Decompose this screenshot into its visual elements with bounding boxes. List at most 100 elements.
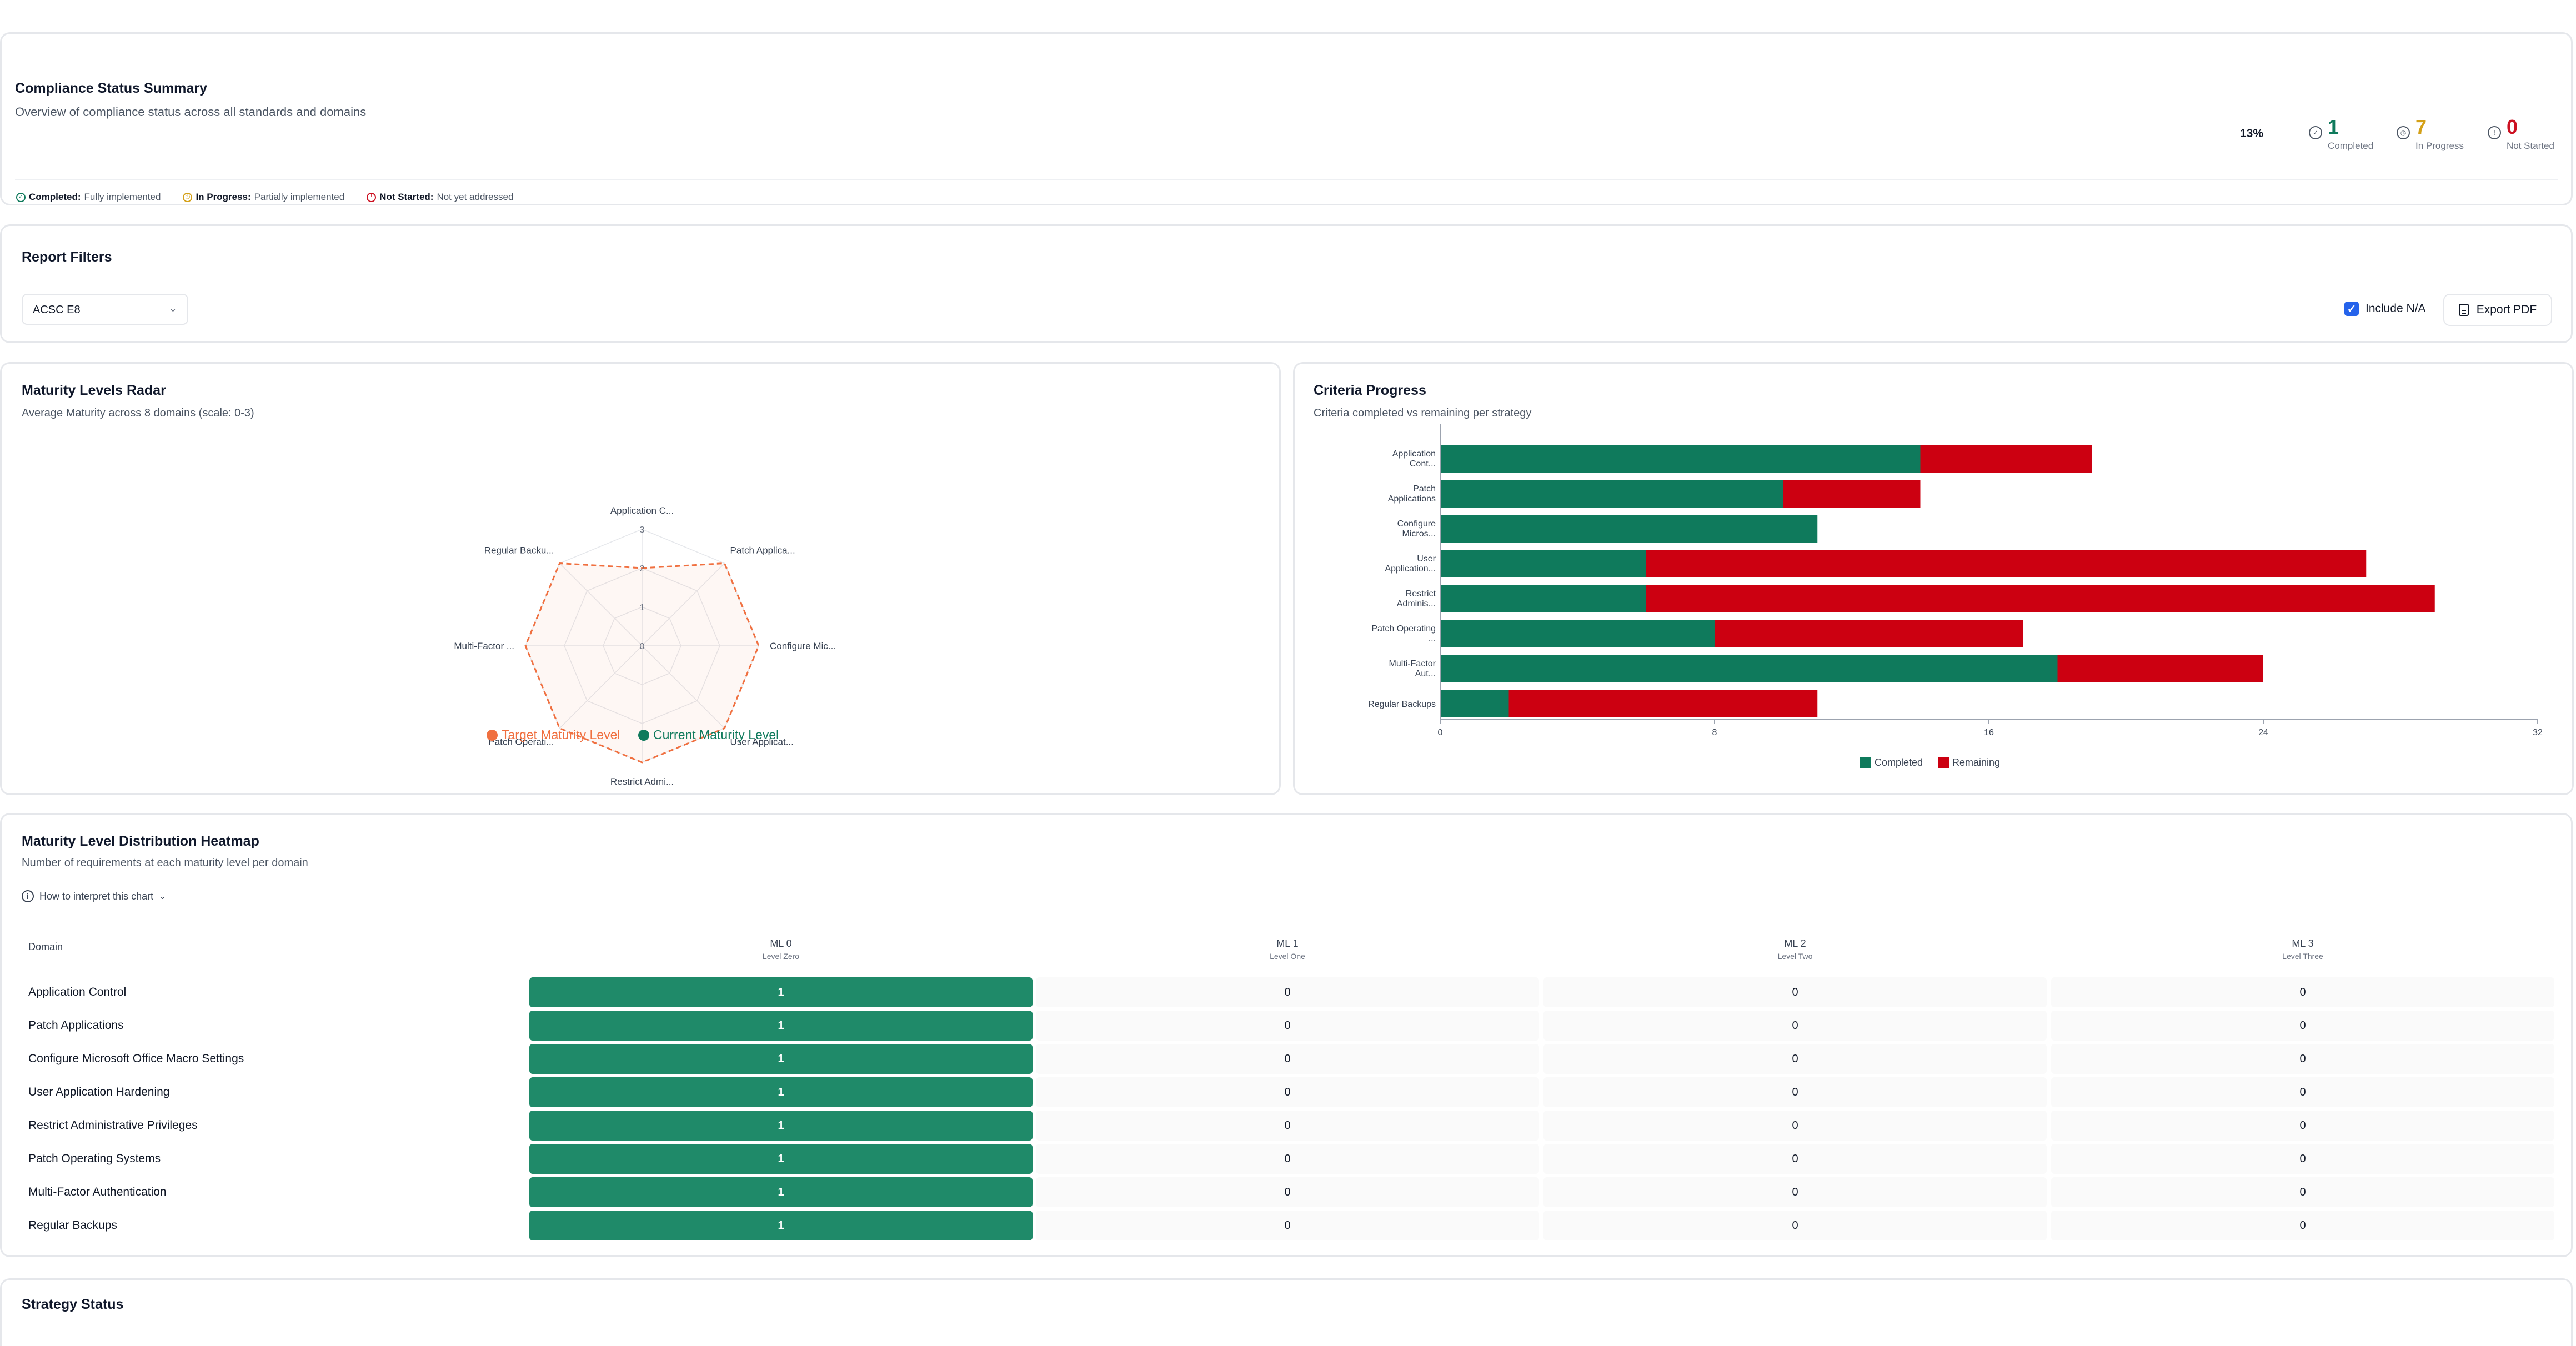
bar-completed[interactable] <box>1440 690 1509 717</box>
bar-remaining[interactable] <box>2057 655 2264 682</box>
stat-not-started: ! 0 Not Started <box>2488 115 2554 152</box>
heatmap-cell: 0 <box>2051 1077 2554 1107</box>
interpret-toggle[interactable]: i How to interpret this chart ⌄ <box>22 890 167 902</box>
bar-category-label: User <box>1417 554 1436 564</box>
summary-divider <box>15 179 2558 180</box>
legend-completed-label: Completed: <box>29 192 81 202</box>
heatmap-domain-name: Regular Backups <box>28 1219 117 1232</box>
bar-remaining[interactable] <box>1646 550 2367 577</box>
bar-category-label: Application... <box>1385 564 1436 574</box>
bar-completed[interactable] <box>1440 480 1783 508</box>
radar-tick-label: 1 <box>640 603 645 612</box>
heatmap-cell: 1 <box>529 1211 1033 1240</box>
radar-axis-label: Patch Applica... <box>730 545 795 555</box>
heatmap-cell: 0 <box>1036 1144 1539 1174</box>
radar-subtitle: Average Maturity across 8 domains (scale… <box>22 407 254 419</box>
bar-remaining[interactable] <box>1646 585 2435 612</box>
heatmap-cell: 1 <box>529 977 1033 1007</box>
clock-icon: ◷ <box>183 192 193 202</box>
bar-remaining[interactable] <box>1715 620 2023 647</box>
bar-remaining[interactable] <box>1783 480 1921 508</box>
heatmap-cell: 0 <box>1543 977 2047 1007</box>
heatmap-card: Maturity Level Distribution Heatmap Numb… <box>0 813 2573 1257</box>
legend-in-progress-label: In Progress: <box>196 192 251 202</box>
stat-completed-value: 1 <box>2328 115 2339 138</box>
check-circle-icon: ✓ <box>2309 126 2322 139</box>
heatmap-column-title: ML 1 <box>1276 938 1299 949</box>
heatmap-cell: 0 <box>1543 1211 2047 1240</box>
legend-target-label: Target Maturity Level <box>502 727 620 742</box>
stat-not-started-label: Not Started <box>2507 140 2554 151</box>
standard-select[interactable]: ACSC E8 ⌄ <box>22 294 188 325</box>
heatmap-column-subtitle: Level Two <box>1777 952 1813 961</box>
heatmap-cell: 0 <box>2051 1177 2554 1207</box>
stat-completed-label: Completed <box>2328 140 2374 151</box>
table-row: Configure Microsoft Office Macro Setting… <box>2 1042 2574 1076</box>
heatmap-column-title: ML 2 <box>1784 938 1806 949</box>
stat-in-progress: ◷ 7 In Progress <box>2397 115 2464 152</box>
heatmap-cell: 0 <box>1036 1111 1539 1141</box>
radar-spoke <box>642 645 725 729</box>
alert-circle-icon: ! <box>2488 126 2501 139</box>
heatmap-cell: 0 <box>2051 1044 2554 1074</box>
heatmap-cell: 1 <box>529 1144 1033 1174</box>
heatmap-domain-name: Patch Applications <box>28 1019 124 1032</box>
heatmap-cell: 0 <box>1036 977 1539 1007</box>
heatmap-cell: 1 <box>529 1077 1033 1107</box>
export-pdf-label: Export PDF <box>2476 303 2537 316</box>
table-row: Restrict Administrative Privileges 1 0 0 0 <box>2 1109 2574 1142</box>
stat-in-progress-value: 7 <box>2415 115 2427 138</box>
radar-chart: 0 1 2 3 Application C... Patch Applica... Conf… <box>454 505 836 786</box>
heatmap-domain-name: Application Control <box>28 986 127 998</box>
table-row: Patch Applications 1 0 0 0 <box>2 1009 2574 1042</box>
heatmap-cell: 1 <box>529 1044 1033 1074</box>
heatmap-cell: 0 <box>2051 1011 2554 1041</box>
heatmap-domain-name: Multi-Factor Authentication <box>28 1186 167 1198</box>
alert-circle-icon: ! <box>367 192 377 202</box>
export-pdf-button[interactable]: Export PDF <box>2443 294 2552 326</box>
heatmap-column-header: ML 1 Level One <box>1176 938 1399 961</box>
maturity-radar-card: Maturity Levels Radar Average Maturity a… <box>0 362 1281 795</box>
bar-completed[interactable] <box>1440 655 2058 682</box>
bar-category-label: Patch Operating <box>1371 624 1436 634</box>
heatmap-cell: 0 <box>1543 1044 2047 1074</box>
bar-category-label: Regular Backups <box>1368 700 1436 709</box>
heatmap-column-title: ML 3 <box>2292 938 2314 949</box>
radar-tick-label: 0 <box>640 642 645 651</box>
bar-remaining[interactable] <box>1920 445 2092 473</box>
bar-category-label: Micros... <box>1402 529 1436 539</box>
heatmap-cell: 1 <box>529 1011 1033 1041</box>
x-tick-label: 24 <box>2258 728 2268 737</box>
bar-completed[interactable] <box>1440 515 1818 543</box>
bar-completed[interactable] <box>1440 585 1646 612</box>
radar-axis-label: Restrict Admi... <box>610 776 674 786</box>
include-na-checkbox[interactable]: ✓ <box>2344 302 2359 316</box>
bar-category-label: Application <box>1392 449 1436 459</box>
include-na-toggle[interactable]: ✓ Include N/A <box>2344 302 2426 316</box>
bar-completed[interactable] <box>1440 445 1921 473</box>
heatmap-cell: 0 <box>1036 1177 1539 1207</box>
heatmap-column-header: ML 0 Level Zero <box>670 938 892 961</box>
radar-spoke <box>642 562 725 646</box>
bar-remaining[interactable] <box>1508 690 1818 717</box>
info-icon: i <box>22 890 34 902</box>
summary-subtitle: Overview of compliance status across all… <box>15 105 367 119</box>
bar-completed[interactable] <box>1440 620 1715 647</box>
stat-in-progress-label: In Progress <box>2415 140 2464 151</box>
legend-not-started-desc: Not yet addressed <box>437 192 514 202</box>
bar-completed[interactable] <box>1440 550 1646 577</box>
stat-not-started-value: 0 <box>2507 115 2518 138</box>
heatmap-cell: 0 <box>2051 1111 2554 1141</box>
heatmap-column-subtitle: Level Zero <box>762 952 800 961</box>
radar-tick-label: 2 <box>640 564 645 574</box>
radar-axis-label: Configure Mic... <box>770 641 836 651</box>
chevron-down-icon: ⌄ <box>168 303 177 314</box>
heatmap-subtitle: Number of requirements at each maturity … <box>22 857 308 869</box>
radar-spoke <box>559 562 643 646</box>
heatmap-column-header: ML 3 Level Three <box>2192 938 2414 961</box>
bar-category-label: Restrict <box>1406 589 1436 599</box>
completion-percent: 13% <box>2240 127 2264 140</box>
interpret-label: How to interpret this chart <box>39 890 154 902</box>
criteria-title: Criteria Progress <box>1314 383 1426 398</box>
legend-current-label: Current Maturity Level <box>653 727 779 742</box>
